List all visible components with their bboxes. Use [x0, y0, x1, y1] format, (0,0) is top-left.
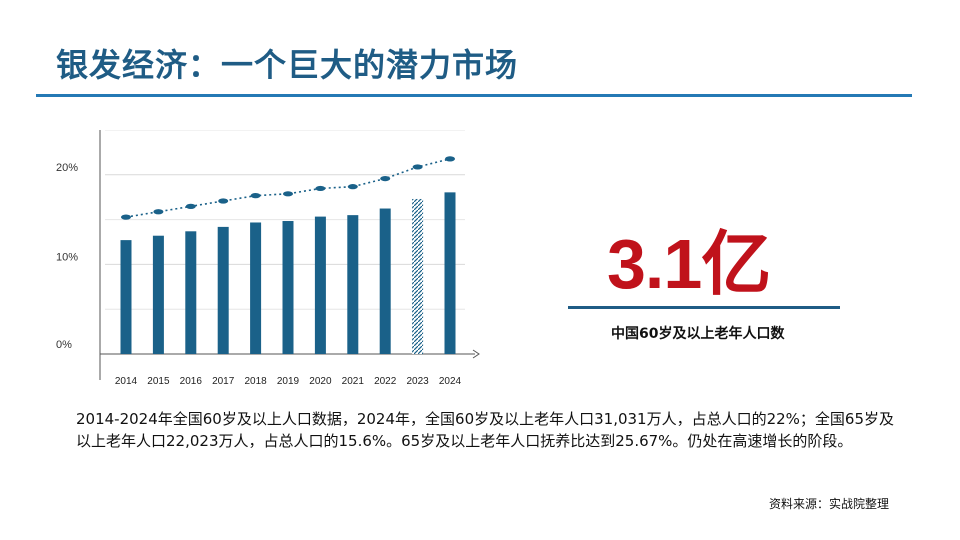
headline-number: 3.1亿 — [607, 225, 771, 303]
source-note: 资料来源：实战院整理 — [768, 497, 889, 511]
trend-point — [121, 214, 131, 220]
y-tick-label: 20% — [56, 162, 78, 174]
page-title: 银发经济：一个巨大的潜力市场 — [56, 46, 519, 84]
trend-point — [315, 185, 326, 192]
population-chart: 0% 10% 20% 2014 2015 2016 2017 2018 2019 2020 2021… — [56, 130, 480, 387]
trend-point — [185, 203, 196, 209]
bar — [412, 198, 424, 354]
trend-point — [250, 193, 261, 199]
trend-point — [218, 198, 229, 204]
bar — [185, 231, 197, 354]
x-tick-label: 2014 — [115, 376, 138, 387]
x-tick-label: 2015 — [147, 376, 170, 387]
trend-point — [347, 184, 358, 190]
title-underline — [36, 94, 912, 97]
bar — [444, 192, 456, 354]
x-tick-label: 2021 — [342, 376, 365, 387]
trend-point — [380, 175, 391, 182]
bar — [152, 235, 164, 354]
x-tick-label: 2019 — [277, 376, 300, 387]
trend-point — [412, 164, 423, 170]
y-tick-label: 10% — [56, 251, 78, 263]
description-paragraph: 2014-2024年全国60岁及以上人口数据，2024年，全国60岁及以上老年人… — [76, 410, 895, 450]
x-tick-label: 2024 — [439, 376, 462, 387]
x-tick-label: 2020 — [309, 376, 332, 387]
x-tick-label: 2023 — [406, 376, 429, 387]
trend-point — [153, 209, 164, 215]
bar — [314, 216, 326, 354]
bar — [250, 222, 262, 354]
trend-point — [283, 191, 293, 197]
x-tick-label: 2022 — [374, 376, 397, 387]
bar — [379, 208, 391, 354]
headline-caption: 中国60岁及以上老年人口数 — [611, 326, 785, 342]
headline-underline — [568, 306, 840, 309]
y-tick-label: 0% — [56, 339, 72, 351]
bar — [120, 240, 132, 354]
bar — [282, 221, 294, 354]
x-axis-arrow — [472, 349, 480, 359]
bar — [347, 215, 359, 354]
bar — [217, 226, 229, 354]
x-tick-label: 2018 — [244, 376, 267, 387]
x-tick-label: 2016 — [180, 376, 203, 387]
trend-line — [125, 158, 451, 218]
x-tick-label: 2017 — [212, 376, 235, 387]
trend-point — [445, 156, 455, 162]
